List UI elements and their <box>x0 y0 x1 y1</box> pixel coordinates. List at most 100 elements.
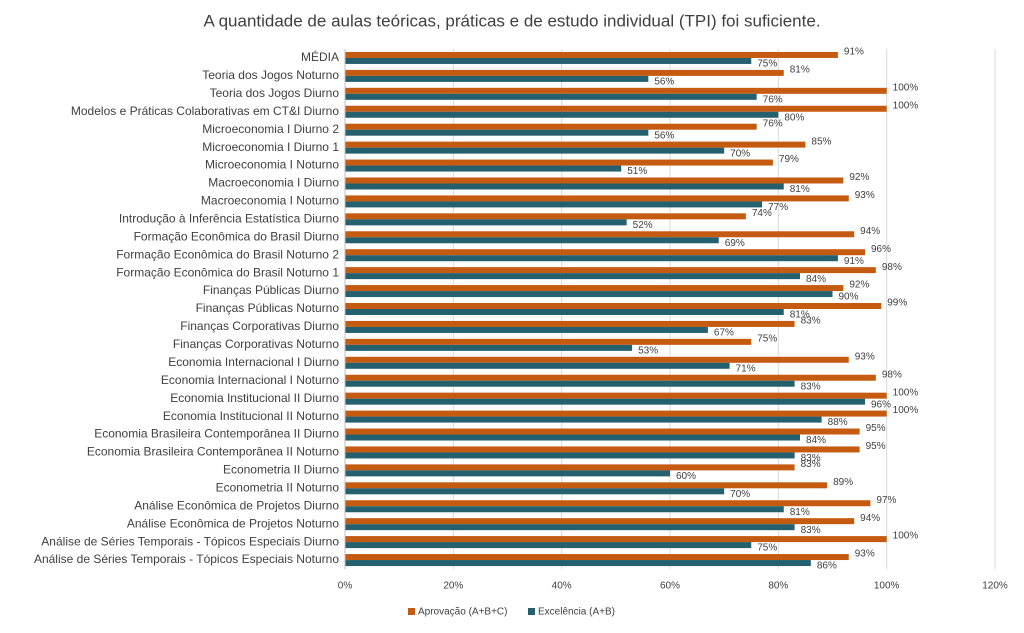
bar <box>345 344 633 351</box>
data-label: 81% <box>790 310 810 321</box>
data-label: 100% <box>893 531 919 542</box>
data-label: 100% <box>893 387 919 398</box>
data-label: 74% <box>752 208 772 219</box>
data-label: 100% <box>893 405 919 416</box>
y-tick-label: Finanças Corporativas Noturno <box>173 337 339 351</box>
bar <box>345 524 795 531</box>
data-label: 94% <box>860 513 880 524</box>
y-tick-label: Análise Econômica de Projetos Noturno <box>127 516 339 530</box>
data-label: 93% <box>855 351 875 362</box>
bar <box>345 69 784 76</box>
data-label: 53% <box>638 346 658 357</box>
y-tick-label: Economia Internacional I Diurno <box>168 355 339 369</box>
y-tick-label: Finanças Corporativas Diurno <box>180 319 339 333</box>
bar <box>345 231 855 238</box>
bar <box>345 380 795 387</box>
y-tick-label: Formação Econômica do Brasil Noturno 2 <box>116 247 339 261</box>
bar <box>345 452 795 459</box>
bar <box>345 338 752 345</box>
bar <box>345 392 887 399</box>
bar <box>345 356 849 363</box>
bar <box>345 237 719 244</box>
data-label: 96% <box>871 399 891 410</box>
bar <box>345 273 800 280</box>
bar <box>345 309 784 315</box>
data-label: 90% <box>839 292 859 303</box>
data-label: 60% <box>676 471 696 482</box>
legend-swatch <box>528 608 535 615</box>
data-label: 94% <box>860 226 880 237</box>
bar <box>345 320 795 327</box>
y-tick-label: Economia Institucional II Diurno <box>170 391 339 405</box>
bar <box>345 57 752 64</box>
bar <box>345 488 725 495</box>
data-label: 75% <box>757 334 777 345</box>
y-tick-label: Microeconomia I Noturno <box>205 158 339 172</box>
y-tick-label: MÉDIA <box>301 49 339 64</box>
data-label: 99% <box>887 298 907 309</box>
data-label: 56% <box>654 130 674 141</box>
data-label: 69% <box>725 238 745 249</box>
data-label: 93% <box>855 190 875 201</box>
data-label: 83% <box>801 453 821 464</box>
bar <box>345 129 649 136</box>
data-label: 100% <box>893 100 919 111</box>
data-label: 84% <box>806 435 826 446</box>
bar <box>345 410 887 417</box>
bar <box>345 75 649 82</box>
data-label: 76% <box>763 94 783 105</box>
bar <box>345 159 773 166</box>
bar <box>345 434 800 441</box>
x-tick-label: 80% <box>768 581 788 592</box>
y-tick-label: Modelos e Práticas Colaborativas em CT&I… <box>71 104 339 118</box>
bar <box>345 536 887 543</box>
bar <box>345 303 882 309</box>
bar <box>345 177 844 184</box>
bar <box>345 195 849 202</box>
bar <box>345 374 876 381</box>
y-tick-label: Economia Brasileira Contemporânea II Not… <box>87 445 339 459</box>
data-label: 98% <box>882 369 902 380</box>
data-label: 70% <box>730 148 750 159</box>
bar <box>345 123 757 130</box>
data-label: 75% <box>757 59 777 70</box>
y-tick-label: Análise Econômica de Projetos Diurno <box>134 498 339 512</box>
data-label: 100% <box>893 82 919 93</box>
data-label: 81% <box>790 65 810 76</box>
data-label: 80% <box>784 112 804 123</box>
legend-swatch <box>408 608 415 615</box>
x-tick-label: 120% <box>982 581 1008 592</box>
y-tick-label: Análise de Séries Temporais - Tópicos Es… <box>34 552 339 566</box>
y-tick-label: Teoria dos Jogos Noturno <box>202 68 339 82</box>
y-tick-label: Finanças Públicas Noturno <box>196 301 340 315</box>
data-label: 93% <box>855 549 875 560</box>
bar <box>345 165 622 172</box>
bar <box>345 213 746 220</box>
bar <box>345 219 627 226</box>
bar <box>345 147 725 154</box>
data-label: 83% <box>801 525 821 536</box>
data-label: 83% <box>801 316 821 327</box>
data-label: 98% <box>882 262 902 273</box>
bar <box>345 93 757 100</box>
data-label: 81% <box>790 184 810 195</box>
bar <box>345 249 865 256</box>
data-label: 76% <box>763 118 783 129</box>
data-label: 79% <box>779 154 799 165</box>
bar <box>345 255 838 262</box>
bar <box>345 518 855 525</box>
data-label: 88% <box>828 417 848 428</box>
data-label: 81% <box>790 507 810 518</box>
data-label: 91% <box>844 256 864 267</box>
data-label: 56% <box>654 77 674 88</box>
data-label: 67% <box>714 328 734 339</box>
y-tick-label: Teoria dos Jogos Diurno <box>210 86 340 100</box>
legend-label: Aprovação (A+B+C) <box>418 607 508 618</box>
bar <box>345 183 784 190</box>
y-tick-label: Microeconomia I Diurno 2 <box>202 122 339 136</box>
y-tick-label: Macroeconomia I Diurno <box>208 176 339 190</box>
bar <box>345 87 887 94</box>
y-tick-label: Formação Econômica do Brasil Noturno 1 <box>116 265 339 279</box>
bar <box>345 482 828 489</box>
